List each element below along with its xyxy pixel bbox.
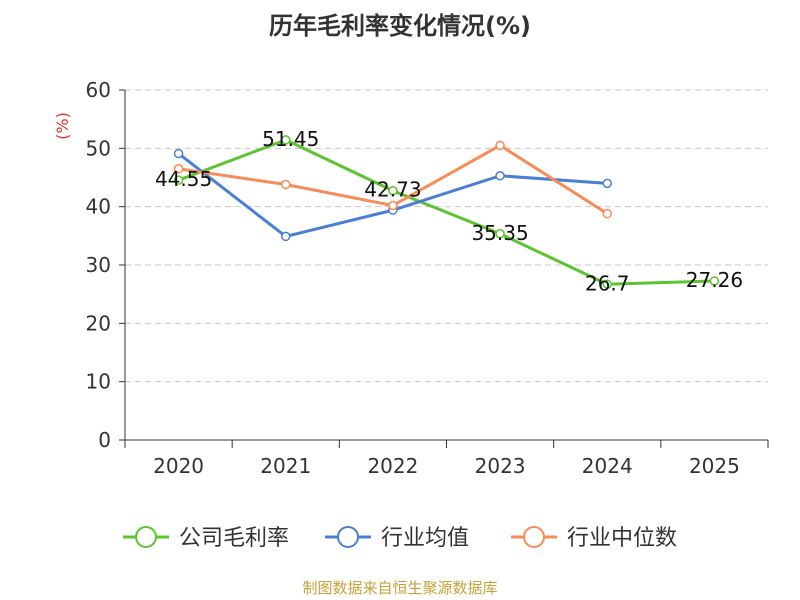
series-lines bbox=[173, 135, 720, 289]
data-point bbox=[602, 208, 612, 219]
legend-marker bbox=[337, 526, 359, 548]
y-tick-label: 10 bbox=[86, 370, 111, 394]
x-tick-label: 2020 bbox=[153, 454, 204, 478]
x-tick-label: 2023 bbox=[475, 454, 526, 478]
y-tick-label: 60 bbox=[86, 78, 111, 102]
data-point bbox=[281, 135, 291, 145]
y-tick-label: 30 bbox=[86, 253, 111, 277]
data-point bbox=[173, 175, 184, 185]
grid-lines bbox=[125, 89, 768, 383]
data-labels: 44.55 51.45 42.73 35.35 26.7 27.26 bbox=[155, 127, 743, 295]
legend-marker bbox=[135, 526, 157, 548]
data-point bbox=[495, 140, 505, 151]
legend[interactable]: 公司毛利率 行业均值 行业中位数 bbox=[123, 526, 677, 551]
data-label: 26.7 bbox=[585, 271, 630, 295]
data-point bbox=[388, 200, 398, 211]
data-point bbox=[281, 231, 291, 242]
x-tick-label: 2025 bbox=[689, 454, 740, 478]
data-point bbox=[495, 171, 505, 181]
data-point bbox=[388, 185, 398, 196]
y-tick-label: 50 bbox=[86, 136, 111, 160]
y-axis-label: (%) bbox=[53, 112, 72, 140]
legend-label: 公司毛利率 bbox=[179, 526, 289, 551]
x-tick-label: 2021 bbox=[260, 454, 311, 478]
data-point bbox=[602, 178, 612, 189]
chart-title: 历年毛利率变化情况(%) bbox=[269, 12, 531, 40]
data-point bbox=[173, 148, 184, 159]
y-tick-label: 20 bbox=[86, 311, 111, 335]
data-point bbox=[173, 164, 184, 174]
series-line-0 bbox=[178, 138, 715, 286]
data-label: 35.35 bbox=[471, 221, 528, 245]
legend-item-2[interactable]: 行业中位数 bbox=[511, 526, 677, 551]
legend-label: 行业均值 bbox=[381, 526, 469, 551]
legend-item-1[interactable]: 行业均值 bbox=[325, 526, 469, 551]
data-point bbox=[281, 179, 291, 190]
data-label: 27.26 bbox=[686, 268, 743, 292]
data-point bbox=[602, 279, 612, 289]
legend-item-0[interactable]: 公司毛利率 bbox=[123, 526, 289, 551]
legend-label: 行业中位数 bbox=[567, 526, 677, 551]
x-tick-label: 2024 bbox=[582, 454, 633, 478]
source-note: 制图数据来自恒生聚源数据库 bbox=[302, 579, 498, 597]
y-tick-label: 0 bbox=[98, 428, 111, 452]
data-label: 42.73 bbox=[364, 178, 421, 202]
data-point bbox=[495, 229, 505, 239]
y-tick-label: 40 bbox=[86, 195, 111, 219]
legend-marker bbox=[523, 526, 545, 548]
data-label: 44.55 bbox=[155, 167, 212, 191]
data-point bbox=[709, 276, 720, 286]
data-label: 51.45 bbox=[262, 127, 319, 151]
x-tick-label: 2022 bbox=[367, 454, 418, 478]
axes: 0 10 20 30 40 50 60 (%) 2020 2021 2022 2023 2024 2025 bbox=[53, 78, 769, 478]
